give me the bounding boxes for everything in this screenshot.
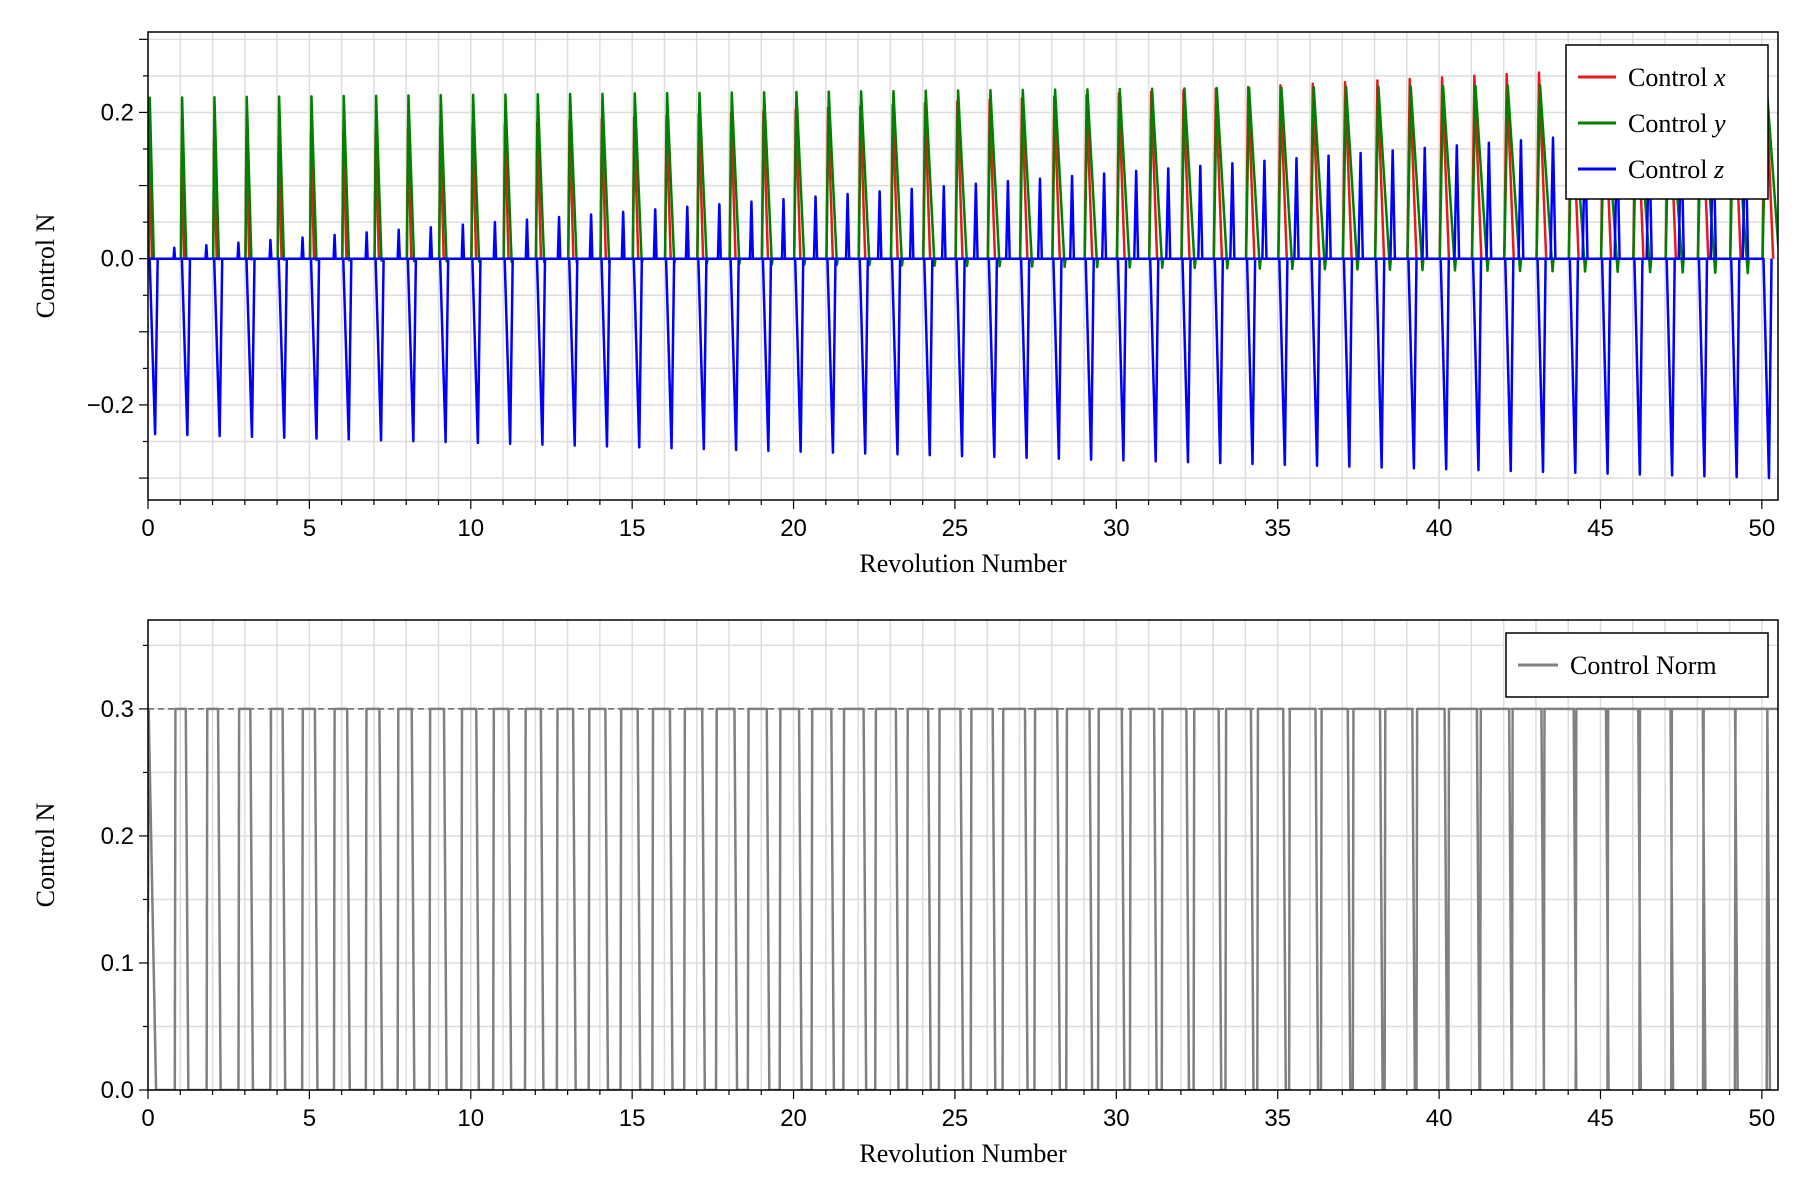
x-tick-label: 10 bbox=[457, 515, 484, 542]
legend-label-control-norm: Control Norm bbox=[1570, 651, 1717, 680]
top-x-ticks: 0 5 10 15 20 25 30 35 40 45 50 bbox=[141, 500, 1775, 542]
top-gridlines bbox=[147, 32, 1778, 500]
x-tick-label: 40 bbox=[1426, 1105, 1453, 1132]
y-tick-label: 0.0 bbox=[101, 246, 134, 273]
bottom-y-axis-label: Control N bbox=[31, 802, 60, 907]
x-tick-label: 15 bbox=[619, 1105, 646, 1132]
x-tick-label: 25 bbox=[942, 1105, 969, 1132]
x-tick-label: 0 bbox=[141, 1105, 154, 1132]
x-tick-label: 50 bbox=[1749, 515, 1776, 542]
x-tick-label: 35 bbox=[1264, 515, 1291, 542]
x-tick-label: 10 bbox=[457, 1105, 484, 1132]
bottom-legend: Control Norm bbox=[1505, 632, 1769, 698]
top-axes-frame bbox=[147, 31, 1779, 501]
y-tick-label: 0.2 bbox=[101, 823, 134, 850]
legend-label-control-z: Control z bbox=[1628, 155, 1724, 184]
x-tick-label: 0 bbox=[141, 515, 154, 542]
x-tick-label: 30 bbox=[1103, 515, 1130, 542]
x-tick-label: 15 bbox=[619, 515, 646, 542]
y-tick-label: 0.3 bbox=[101, 696, 134, 723]
panel-control-xyz: 0 5 10 15 20 25 30 35 40 45 50 −0.2 0.0 0.2 Revoluti… bbox=[31, 31, 1779, 578]
y-tick-label: 0.1 bbox=[101, 950, 134, 977]
x-tick-label: 20 bbox=[780, 515, 807, 542]
legend-label-control-x: Control x bbox=[1628, 63, 1726, 92]
bottom-y-ticks: 0.0 0.1 0.2 0.3 bbox=[101, 644, 148, 1104]
series-line-control-y bbox=[148, 81, 1778, 275]
y-tick-label: −0.2 bbox=[87, 392, 134, 419]
y-tick-label: 0.0 bbox=[101, 1077, 134, 1104]
y-tick-label: 0.2 bbox=[101, 99, 134, 126]
x-tick-label: 5 bbox=[303, 1105, 316, 1132]
x-tick-label: 25 bbox=[942, 515, 969, 542]
top-y-axis-label: Control N bbox=[31, 213, 60, 318]
x-tick-label: 20 bbox=[780, 1105, 807, 1132]
x-tick-label: 5 bbox=[303, 515, 316, 542]
x-tick-label: 35 bbox=[1264, 1105, 1291, 1132]
panel-control-norm: 0 5 10 15 20 25 30 35 40 45 50 0.0 0.1 0.2 0.3 Revolu… bbox=[31, 619, 1779, 1168]
top-legend: Control x Control y Control z bbox=[1565, 44, 1769, 200]
legend-label-control-y: Control y bbox=[1628, 109, 1726, 138]
x-tick-label: 40 bbox=[1426, 515, 1453, 542]
x-tick-label: 50 bbox=[1749, 1105, 1776, 1132]
top-series-group bbox=[148, 60, 1778, 480]
bottom-axes-frame bbox=[147, 619, 1779, 1091]
x-tick-label: 30 bbox=[1103, 1105, 1130, 1132]
top-x-axis-label: Revolution Number bbox=[859, 549, 1067, 578]
series-line-control-z bbox=[148, 121, 1773, 480]
x-tick-label: 45 bbox=[1587, 1105, 1614, 1132]
bottom-x-ticks: 0 5 10 15 20 25 30 35 40 45 50 bbox=[141, 1090, 1775, 1132]
top-y-ticks: −0.2 0.0 0.2 bbox=[87, 38, 148, 479]
bottom-x-axis-label: Revolution Number bbox=[859, 1139, 1067, 1168]
x-tick-label: 45 bbox=[1587, 515, 1614, 542]
